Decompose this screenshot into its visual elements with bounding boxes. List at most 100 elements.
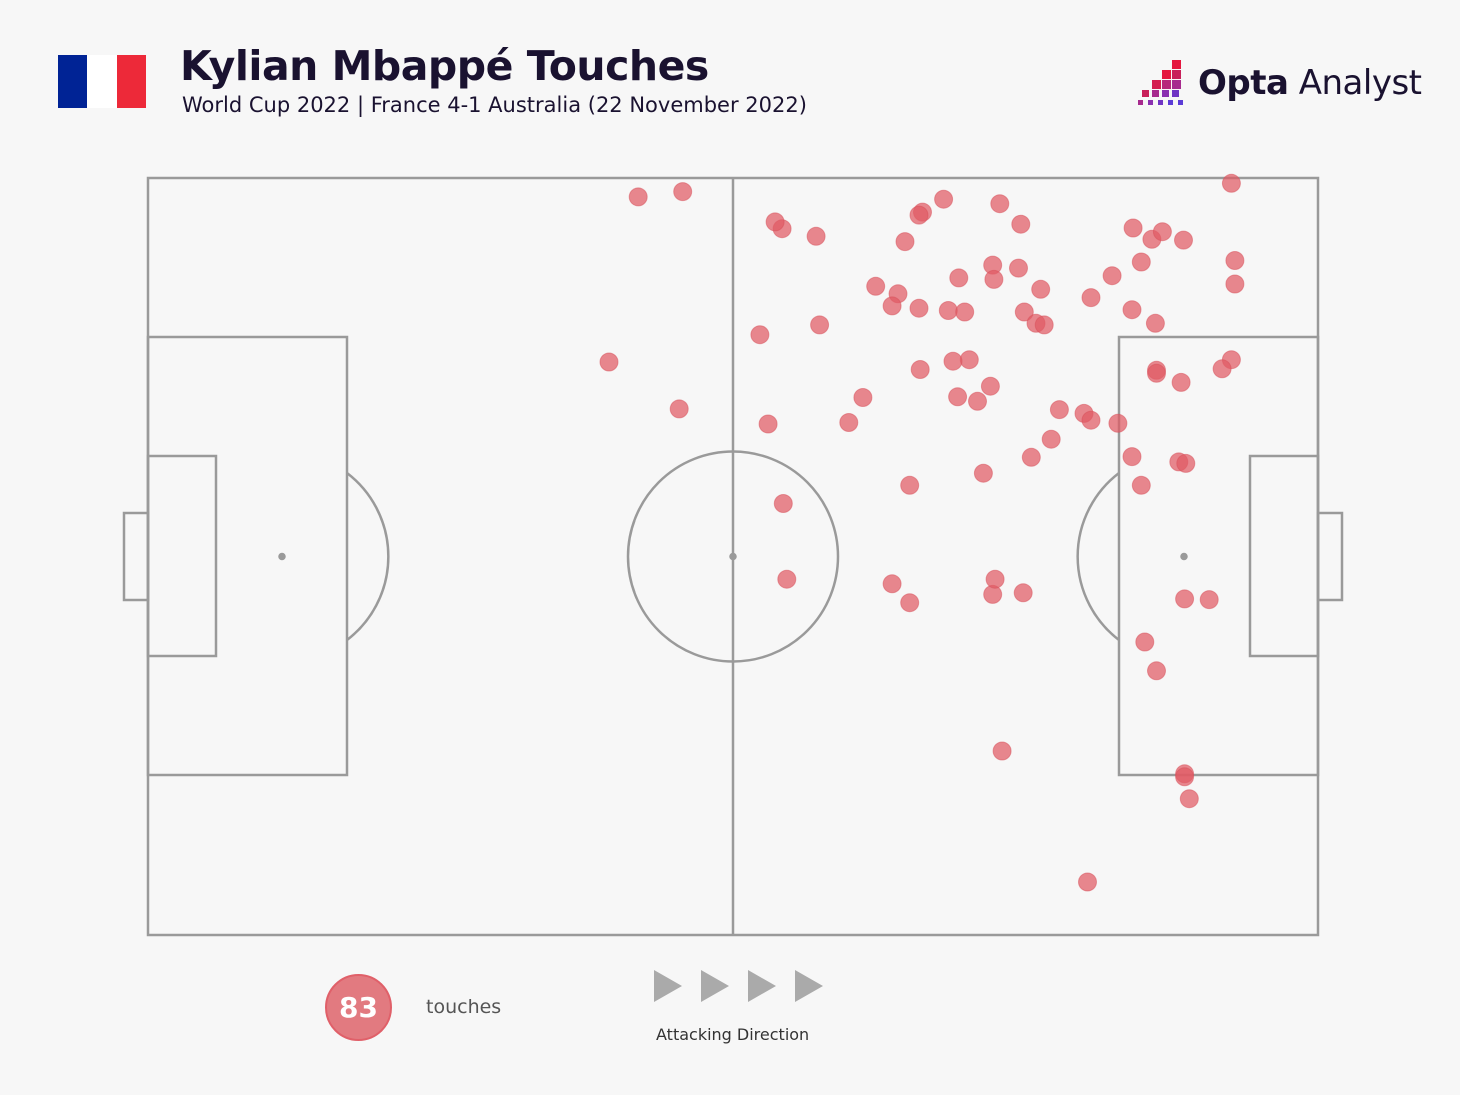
- touch-point: [599, 352, 619, 372]
- touch-point: [985, 569, 1005, 589]
- touch-point: [1131, 252, 1151, 272]
- touch-point: [943, 351, 963, 371]
- flag-stripe-white: [87, 55, 117, 108]
- touch-count-badge: 83: [325, 974, 392, 1041]
- touch-point: [1131, 475, 1151, 495]
- play-arrow-icon: [654, 970, 682, 1002]
- logo-text-light: Analyst: [1288, 63, 1422, 103]
- touch-point: [1102, 266, 1122, 286]
- touch-point: [1176, 453, 1196, 473]
- touch-point: [750, 325, 770, 345]
- touch-point: [866, 276, 886, 296]
- attacking-direction-label: Attacking Direction: [656, 1025, 810, 1044]
- touch-point: [765, 212, 785, 232]
- touch-point: [1199, 590, 1219, 610]
- left-penalty-arc: [346, 472, 390, 641]
- touch-point: [806, 226, 826, 246]
- chart-subtitle: World Cup 2022 | France 4-1 Australia (2…: [182, 93, 807, 117]
- right-goal: [1316, 511, 1344, 602]
- touch-point: [910, 360, 930, 379]
- touch-point: [758, 414, 778, 434]
- touch-point: [1021, 447, 1041, 467]
- touch-point: [1122, 447, 1142, 467]
- centre-circle: [626, 450, 840, 663]
- touch-point: [968, 391, 987, 411]
- touch-point: [673, 182, 693, 202]
- right-six-yard-box: [1248, 454, 1320, 658]
- touch-point: [1123, 218, 1143, 238]
- flag-stripe-blue: [58, 55, 88, 108]
- touch-point: [1179, 789, 1199, 809]
- touch-point: [882, 296, 902, 316]
- left-goal: [122, 511, 150, 602]
- touch-point: [934, 189, 954, 209]
- touch-point: [1147, 363, 1166, 383]
- touch-point: [973, 463, 993, 483]
- touch-point: [980, 376, 1000, 396]
- touch-point: [810, 315, 830, 335]
- touch-point: [839, 413, 859, 432]
- touch-point: [1034, 315, 1054, 335]
- flag-stripe-red: [116, 55, 146, 108]
- touch-point: [909, 298, 929, 318]
- right-penalty-area: [1117, 335, 1320, 777]
- touch-point: [1174, 230, 1193, 250]
- touch-point: [1221, 173, 1241, 193]
- touch-point: [1122, 300, 1142, 320]
- opta-analyst-logo: Opta Analyst: [1138, 58, 1422, 108]
- touch-point: [773, 494, 793, 513]
- touch-point: [1135, 632, 1155, 652]
- touch-point: [1009, 258, 1028, 278]
- touch-point: [938, 301, 958, 320]
- touch-point: [1013, 583, 1033, 603]
- touch-point: [1175, 767, 1195, 787]
- touch-point: [1145, 313, 1165, 333]
- touch-point: [992, 741, 1012, 761]
- touch-point: [948, 387, 968, 407]
- touch-point: [669, 399, 689, 419]
- play-arrow-icon: [701, 970, 729, 1002]
- touch-point: [1011, 214, 1031, 234]
- attacking-direction-arrows: [650, 970, 823, 1002]
- touch-point: [1078, 872, 1097, 892]
- touch-point: [984, 269, 1004, 289]
- left-penalty-spot: [278, 552, 286, 561]
- touch-point: [628, 187, 648, 207]
- touch-point: [990, 194, 1010, 214]
- touch-point: [949, 268, 969, 288]
- touch-point: [1212, 359, 1232, 379]
- touch-point: [1152, 222, 1172, 242]
- touch-point: [1147, 661, 1166, 681]
- right-penalty-arc: [1076, 472, 1120, 641]
- play-arrow-icon: [795, 970, 823, 1002]
- touch-point: [1031, 279, 1051, 299]
- touch-count-label: touches: [426, 996, 502, 1018]
- touch-point: [900, 593, 920, 613]
- touch-point: [1049, 400, 1069, 420]
- touch-point: [1175, 589, 1195, 609]
- touch-point: [1225, 274, 1245, 294]
- touch-point: [1225, 251, 1245, 270]
- touch-point: [1081, 410, 1101, 430]
- play-arrow-icon: [748, 970, 776, 1002]
- chart-title: Kylian Mbappé Touches: [180, 42, 709, 90]
- touch-points: [599, 173, 1245, 892]
- touch-point: [882, 574, 902, 594]
- touch-point: [900, 475, 920, 495]
- logo-text: Opta Analyst: [1198, 63, 1422, 103]
- logo-text-bold: Opta: [1198, 63, 1289, 103]
- touch-point: [1081, 288, 1101, 308]
- touch-point: [895, 232, 915, 252]
- touch-point: [777, 569, 797, 589]
- touch-point: [1108, 413, 1128, 433]
- centre-spot: [729, 552, 737, 561]
- touch-point: [909, 205, 929, 225]
- touch-point: [955, 302, 975, 322]
- touch-point: [1041, 429, 1061, 449]
- opta-logo-icon: [1138, 60, 1183, 105]
- touch-point: [1171, 372, 1191, 392]
- touch-point: [959, 350, 979, 370]
- france-flag-icon: [58, 55, 146, 108]
